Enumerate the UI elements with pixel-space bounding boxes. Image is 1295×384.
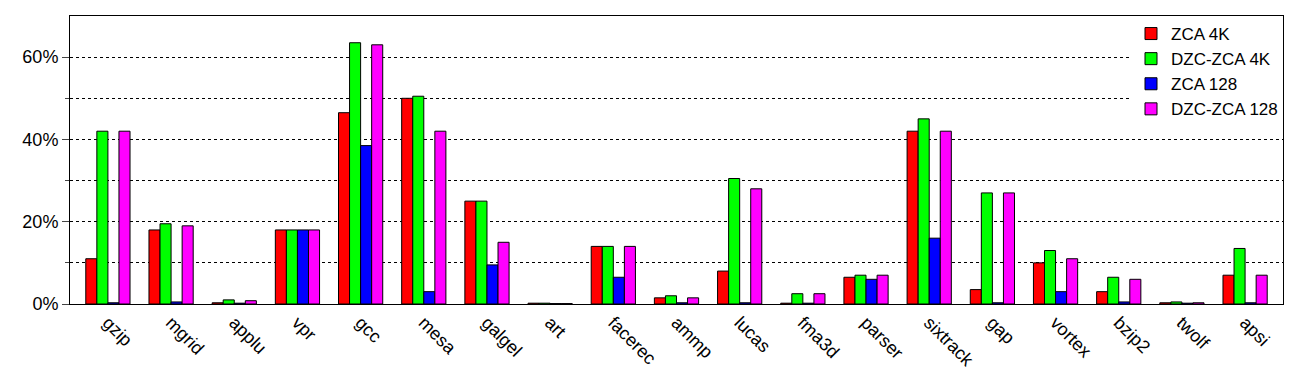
svg-text:ammp: ammp (667, 313, 717, 363)
svg-text:lucas: lucas (730, 313, 774, 357)
svg-text:twolf: twolf (1173, 313, 1214, 354)
svg-text:apsi: apsi (1236, 313, 1273, 350)
svg-text:20%: 20% (22, 212, 58, 232)
svg-text:ZCA 128: ZCA 128 (1171, 75, 1237, 94)
svg-text:60%: 60% (22, 47, 58, 67)
svg-text:fma3d: fma3d (794, 313, 844, 363)
svg-text:mesa: mesa (415, 313, 461, 359)
svg-text:parser: parser (857, 313, 907, 363)
svg-text:gcc: gcc (351, 313, 385, 347)
svg-text:bzip2: bzip2 (1110, 313, 1155, 358)
svg-text:sixtrack: sixtrack (920, 313, 978, 371)
svg-text:facerec: facerec (604, 313, 660, 369)
svg-text:gzip: gzip (99, 313, 136, 350)
svg-text:applu: applu (225, 313, 270, 358)
svg-text:vpr: vpr (288, 313, 320, 345)
svg-text:art: art (541, 313, 570, 342)
svg-text:ZCA 4K: ZCA 4K (1171, 25, 1230, 44)
svg-text:DZC-ZCA 128: DZC-ZCA 128 (1171, 100, 1278, 119)
svg-text:mgrid: mgrid (162, 313, 208, 359)
svg-text:40%: 40% (22, 130, 58, 150)
svg-text:galgel: galgel (478, 313, 526, 361)
svg-text:0%: 0% (32, 294, 58, 314)
svg-text:vortex: vortex (1046, 313, 1095, 362)
svg-text:gap: gap (983, 313, 1018, 348)
svg-text:DZC-ZCA 4K: DZC-ZCA 4K (1171, 50, 1271, 69)
